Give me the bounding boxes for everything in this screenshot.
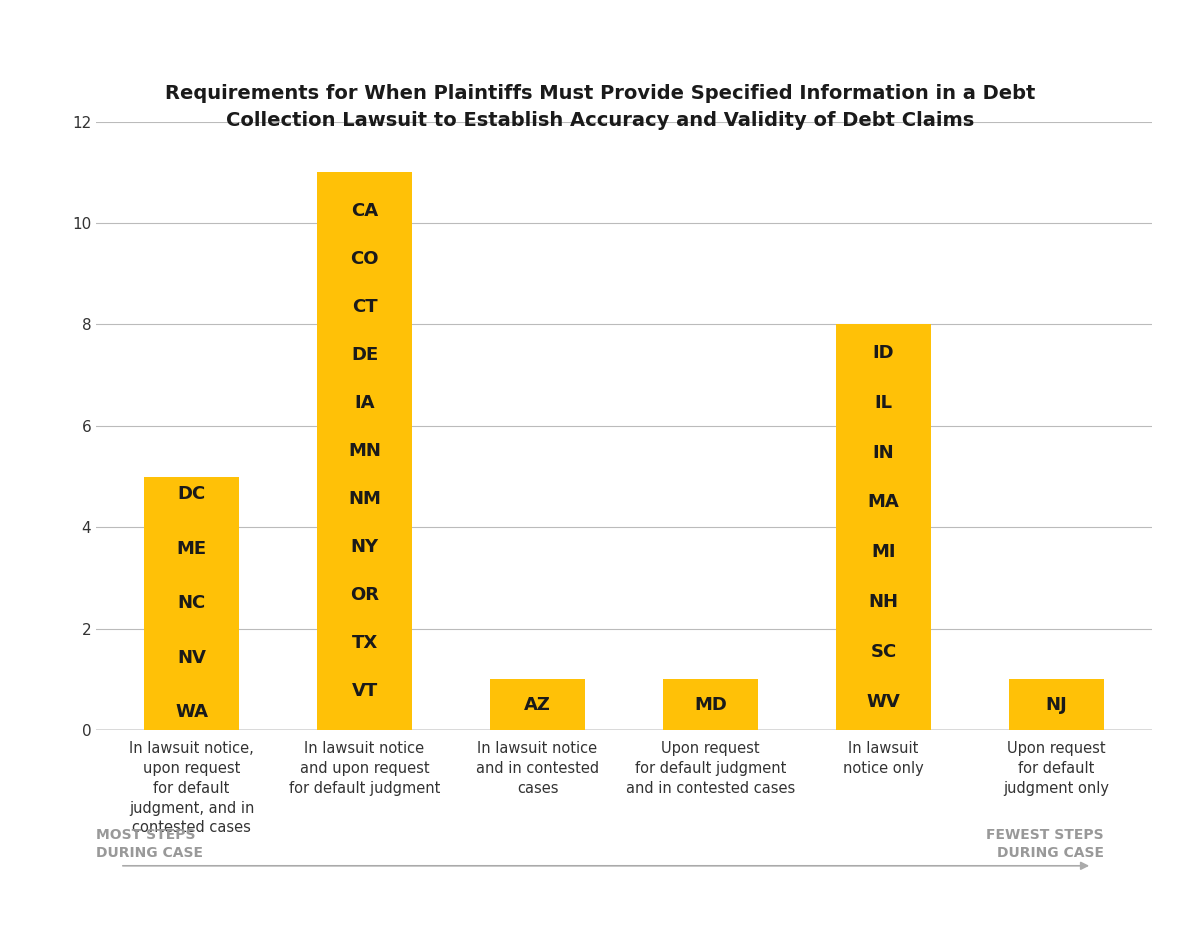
Bar [1009, 680, 1104, 730]
Text: VT: VT [352, 682, 378, 700]
Text: NV: NV [178, 649, 206, 666]
Text: MOST STEPS
DURING CASE: MOST STEPS DURING CASE [96, 828, 203, 859]
Text: SC: SC [870, 643, 896, 661]
Bar [317, 172, 412, 730]
Text: WA: WA [175, 703, 208, 722]
Text: NC: NC [178, 594, 205, 612]
Text: FEWEST STEPS
DURING CASE: FEWEST STEPS DURING CASE [986, 828, 1104, 859]
Text: TX: TX [352, 634, 378, 652]
Text: CO: CO [350, 251, 379, 269]
Text: MN: MN [348, 442, 380, 461]
Text: NY: NY [350, 538, 379, 556]
Bar [836, 325, 931, 730]
Text: MI: MI [871, 543, 895, 562]
Text: DC: DC [178, 486, 205, 504]
Text: CA: CA [350, 202, 378, 220]
Text: OR: OR [350, 586, 379, 604]
Text: Requirements for When Plaintiffs Must Provide Specified Information in a Debt
Co: Requirements for When Plaintiffs Must Pr… [164, 84, 1036, 130]
Text: ME: ME [176, 540, 206, 558]
Bar [144, 476, 239, 730]
Text: ID: ID [872, 344, 894, 362]
Text: AZ: AZ [524, 695, 551, 714]
Text: WV: WV [866, 693, 900, 710]
Bar [490, 680, 586, 730]
Text: MA: MA [868, 493, 899, 511]
Text: IL: IL [875, 394, 893, 412]
Text: CT: CT [352, 299, 377, 316]
Text: DE: DE [350, 346, 378, 364]
Text: IA: IA [354, 394, 374, 412]
Text: NM: NM [348, 490, 380, 508]
Bar [662, 680, 758, 730]
Text: MD: MD [694, 695, 727, 714]
Text: IN: IN [872, 444, 894, 461]
Text: NH: NH [869, 593, 899, 611]
Text: NJ: NJ [1045, 695, 1067, 714]
